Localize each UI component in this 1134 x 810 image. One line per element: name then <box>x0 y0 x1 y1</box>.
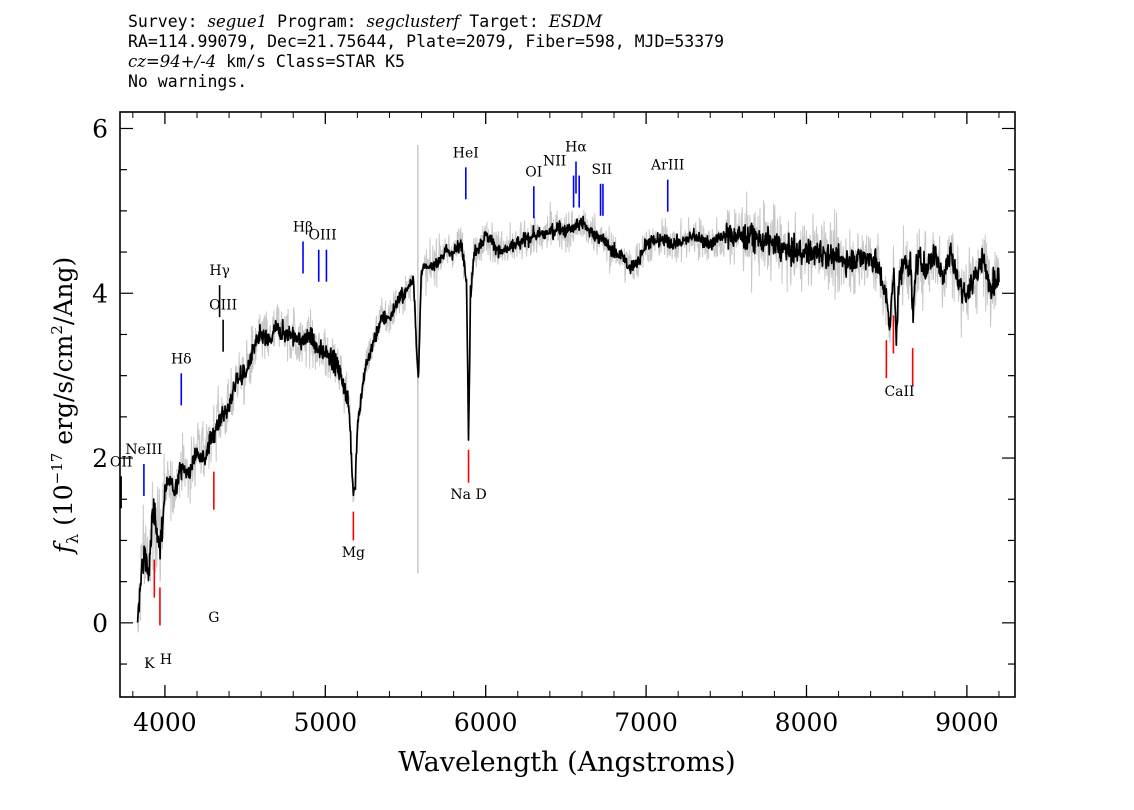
line-label: NeIII <box>125 442 162 458</box>
x-tick-label: 8000 <box>775 708 839 737</box>
redshift-row: cz=94+/-4 km/s Class=STAR K5 <box>128 52 724 72</box>
coords-row: RA=114.99079, Dec=21.75644, Plate=2079, … <box>128 32 725 51</box>
line-label: OIII <box>309 228 337 244</box>
line-label: H <box>160 652 172 668</box>
spectrum-header: Survey: segue1 Program: segclusterf Targ… <box>128 12 724 92</box>
svg-text:fλ (10−17 erg/s/cm2/Ang): fλ (10−17 erg/s/cm2/Ang) <box>48 257 82 556</box>
plot-frame <box>119 111 1016 698</box>
line-label: Hα <box>565 140 587 156</box>
cz-value: cz=94+/-4 <box>128 52 217 71</box>
line-label: K <box>144 656 155 672</box>
axis-ticks: 4000 5000 6000 7000 8000 9000 0 2 4 6 <box>92 112 1015 737</box>
survey-row: Survey: segue1 Program: segclusterf Targ… <box>128 12 724 32</box>
flux-spectrum <box>136 215 1000 623</box>
line-label: CaII <box>884 384 914 400</box>
x-tick-label: 6000 <box>454 708 518 737</box>
program-value: segclusterf <box>366 12 460 31</box>
error-band <box>137 144 1000 633</box>
error-spectrum <box>137 191 1000 633</box>
cz-unit: km/s <box>226 52 266 71</box>
class-value: Class=STAR K5 <box>275 52 405 71</box>
y-tick-label: 0 <box>92 609 108 638</box>
line-label: HeI <box>453 145 479 161</box>
line-label: NII <box>543 154 566 170</box>
line-label: Hδ <box>171 351 192 367</box>
program-label: Program: <box>277 12 357 31</box>
line-label: Hβ <box>293 219 313 235</box>
flux-layer <box>136 215 1000 623</box>
warnings-row: No warnings. <box>128 72 248 91</box>
survey-label: Survey: <box>128 12 198 31</box>
line-label: ArIII <box>650 158 684 174</box>
line-label: OIII <box>209 298 237 314</box>
line-label: G <box>208 610 219 626</box>
x-tick-label: 7000 <box>614 708 678 737</box>
x-tick-label: 4000 <box>133 708 197 737</box>
line-label: OI <box>525 164 542 180</box>
target-label: Target: <box>469 12 539 31</box>
line-label: Na D <box>450 487 486 503</box>
line-label: Hγ <box>209 263 230 279</box>
y-tick-label: 6 <box>92 114 108 143</box>
survey-value: segue1 <box>207 12 268 31</box>
x-tick-label: 5000 <box>293 708 357 737</box>
y-tick-label: 4 <box>92 279 108 308</box>
x-tick-label: 9000 <box>935 708 999 737</box>
x-axis-label: Wavelength (Angstroms) <box>398 747 735 778</box>
y-axis-label: fλ (10−17 erg/s/cm2/Ang) <box>48 257 82 556</box>
line-label: SII <box>591 162 612 178</box>
line-label: Mg <box>342 545 365 561</box>
y-tick-label: 2 <box>92 444 108 473</box>
target-value: ESDM <box>548 12 603 31</box>
